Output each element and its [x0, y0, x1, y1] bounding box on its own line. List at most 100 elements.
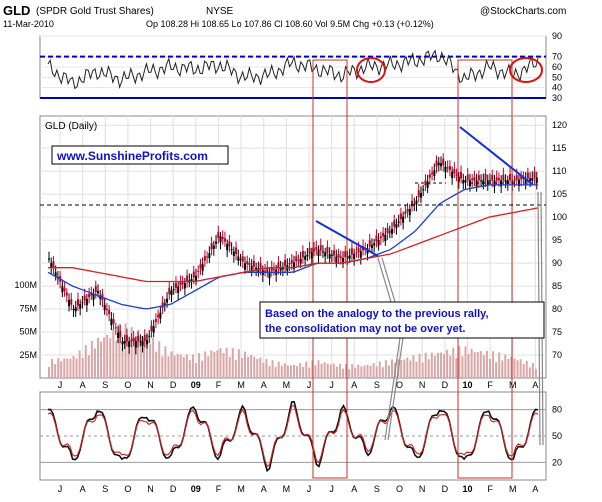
volume-bars: [48, 323, 537, 378]
price-xtick-tick-20: M: [509, 380, 517, 390]
price-candle: [161, 302, 164, 308]
volume-bar: [247, 356, 250, 378]
vol-ytick-0: 100M: [14, 280, 37, 290]
volume-bar: [158, 341, 161, 378]
price-candle: [386, 228, 389, 234]
price-candle: [402, 216, 405, 223]
price-candle: [393, 220, 396, 227]
volume-bar: [302, 366, 305, 378]
price-candle: [466, 174, 469, 181]
price-candle: [433, 170, 436, 176]
volume-bar: [485, 350, 488, 378]
price-candle: [163, 303, 166, 305]
volume-bar: [173, 355, 176, 378]
volume-bar: [152, 337, 155, 378]
volume-bar: [195, 363, 197, 378]
price-xtick-tick-2: S: [102, 380, 108, 390]
price-candle: [246, 261, 249, 265]
price-ytick-5: 95: [552, 235, 562, 245]
volume-bar: [455, 358, 458, 378]
price-candle: [210, 242, 213, 250]
volume-bar: [84, 345, 87, 378]
price-candle: [326, 246, 329, 254]
volume-bar: [136, 331, 139, 378]
trendline-2009: [315, 220, 379, 257]
price-candle: [473, 177, 476, 181]
price-candle: [141, 341, 144, 346]
price-candle: [382, 232, 385, 237]
volume-bar: [534, 368, 537, 378]
volume-bar: [317, 360, 320, 378]
price-xtick-tick-4: N: [147, 380, 154, 390]
volume-bar: [256, 358, 259, 378]
price-candle: [321, 251, 324, 253]
price-candle: [486, 180, 489, 185]
volume-bar: [498, 352, 501, 378]
volume-bar: [253, 356, 256, 378]
annotation-line-1: Based on the analogy to the previous ral…: [265, 308, 489, 320]
price-candle: [357, 247, 360, 253]
price-candle: [172, 289, 175, 291]
price-candle: [515, 175, 518, 180]
volume-bar: [103, 337, 106, 378]
price-candle: [440, 163, 442, 167]
stoch-ytick-2: 20: [552, 457, 562, 467]
price-candle: [333, 250, 336, 256]
volume-bar: [198, 353, 201, 378]
stoch-d-line: [47, 405, 539, 468]
volume-bar: [274, 366, 277, 378]
volume-bar: [421, 362, 424, 378]
stoch-xtick-tick-0: J: [58, 484, 63, 494]
price-candle: [74, 307, 77, 312]
price-candle: [462, 180, 465, 184]
volume-bar: [112, 329, 115, 378]
price-candle: [509, 173, 512, 181]
volume-bar: [482, 355, 485, 378]
price-candle: [408, 209, 411, 216]
volume-bar: [219, 348, 222, 378]
volume-bar: [375, 366, 378, 378]
price-candle: [248, 262, 251, 266]
highlight-box-2010: [457, 59, 513, 479]
highlight-boxes: [312, 59, 513, 479]
volume-bar: [384, 360, 387, 378]
volume-bar: [265, 358, 268, 378]
price-candle: [293, 262, 295, 269]
volume-bar: [299, 363, 302, 378]
volume-bar: [378, 361, 381, 378]
volume-bar: [60, 361, 63, 378]
volume-bar: [391, 359, 393, 378]
price-candle: [310, 252, 313, 259]
price-candle: [455, 174, 458, 176]
price-candle: [157, 314, 160, 318]
volume-bar: [293, 364, 295, 378]
volume-bar: [280, 365, 283, 378]
volume-bar: [244, 351, 246, 378]
volume-bar: [240, 357, 243, 378]
price-ytick-0: 120: [552, 120, 567, 130]
volume-bar: [489, 358, 491, 378]
price-ytick-6: 90: [552, 258, 562, 268]
rsi-ytick-5: 30: [552, 93, 562, 103]
volume-bar: [90, 341, 93, 378]
volume-bar: [121, 343, 124, 378]
volume-bar: [146, 334, 148, 378]
volume-bar: [149, 344, 152, 378]
exchange: NYSE: [206, 6, 234, 17]
price-candle: [406, 208, 409, 212]
price-candle: [208, 253, 211, 259]
volume-bar: [449, 355, 452, 378]
price-candle: [526, 172, 529, 179]
price-candle: [497, 178, 500, 181]
price-candle: [339, 256, 342, 259]
price-candle: [166, 298, 169, 303]
volume-bar: [433, 355, 436, 378]
price-candle: [489, 180, 491, 182]
price-candle: [154, 319, 157, 322]
price-candle: [308, 247, 311, 254]
volume-bar: [130, 327, 133, 378]
price-candle: [277, 262, 280, 269]
price-candle: [471, 178, 474, 181]
rsi-ytick-4: 40: [552, 83, 562, 93]
